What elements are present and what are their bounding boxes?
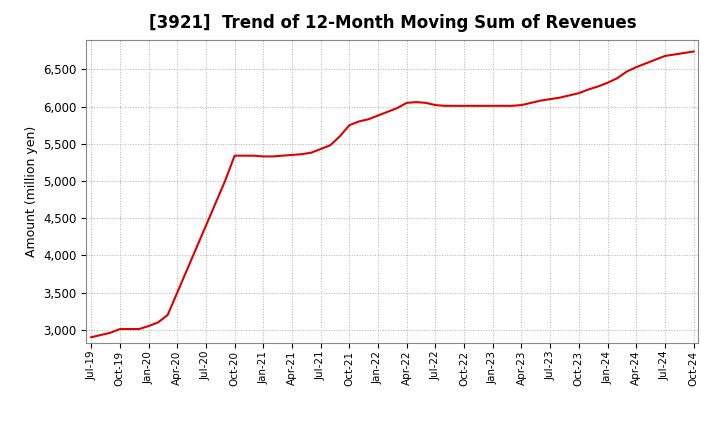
Title: [3921]  Trend of 12-Month Moving Sum of Revenues: [3921] Trend of 12-Month Moving Sum of R…: [148, 15, 636, 33]
Y-axis label: Amount (million yen): Amount (million yen): [24, 126, 37, 257]
